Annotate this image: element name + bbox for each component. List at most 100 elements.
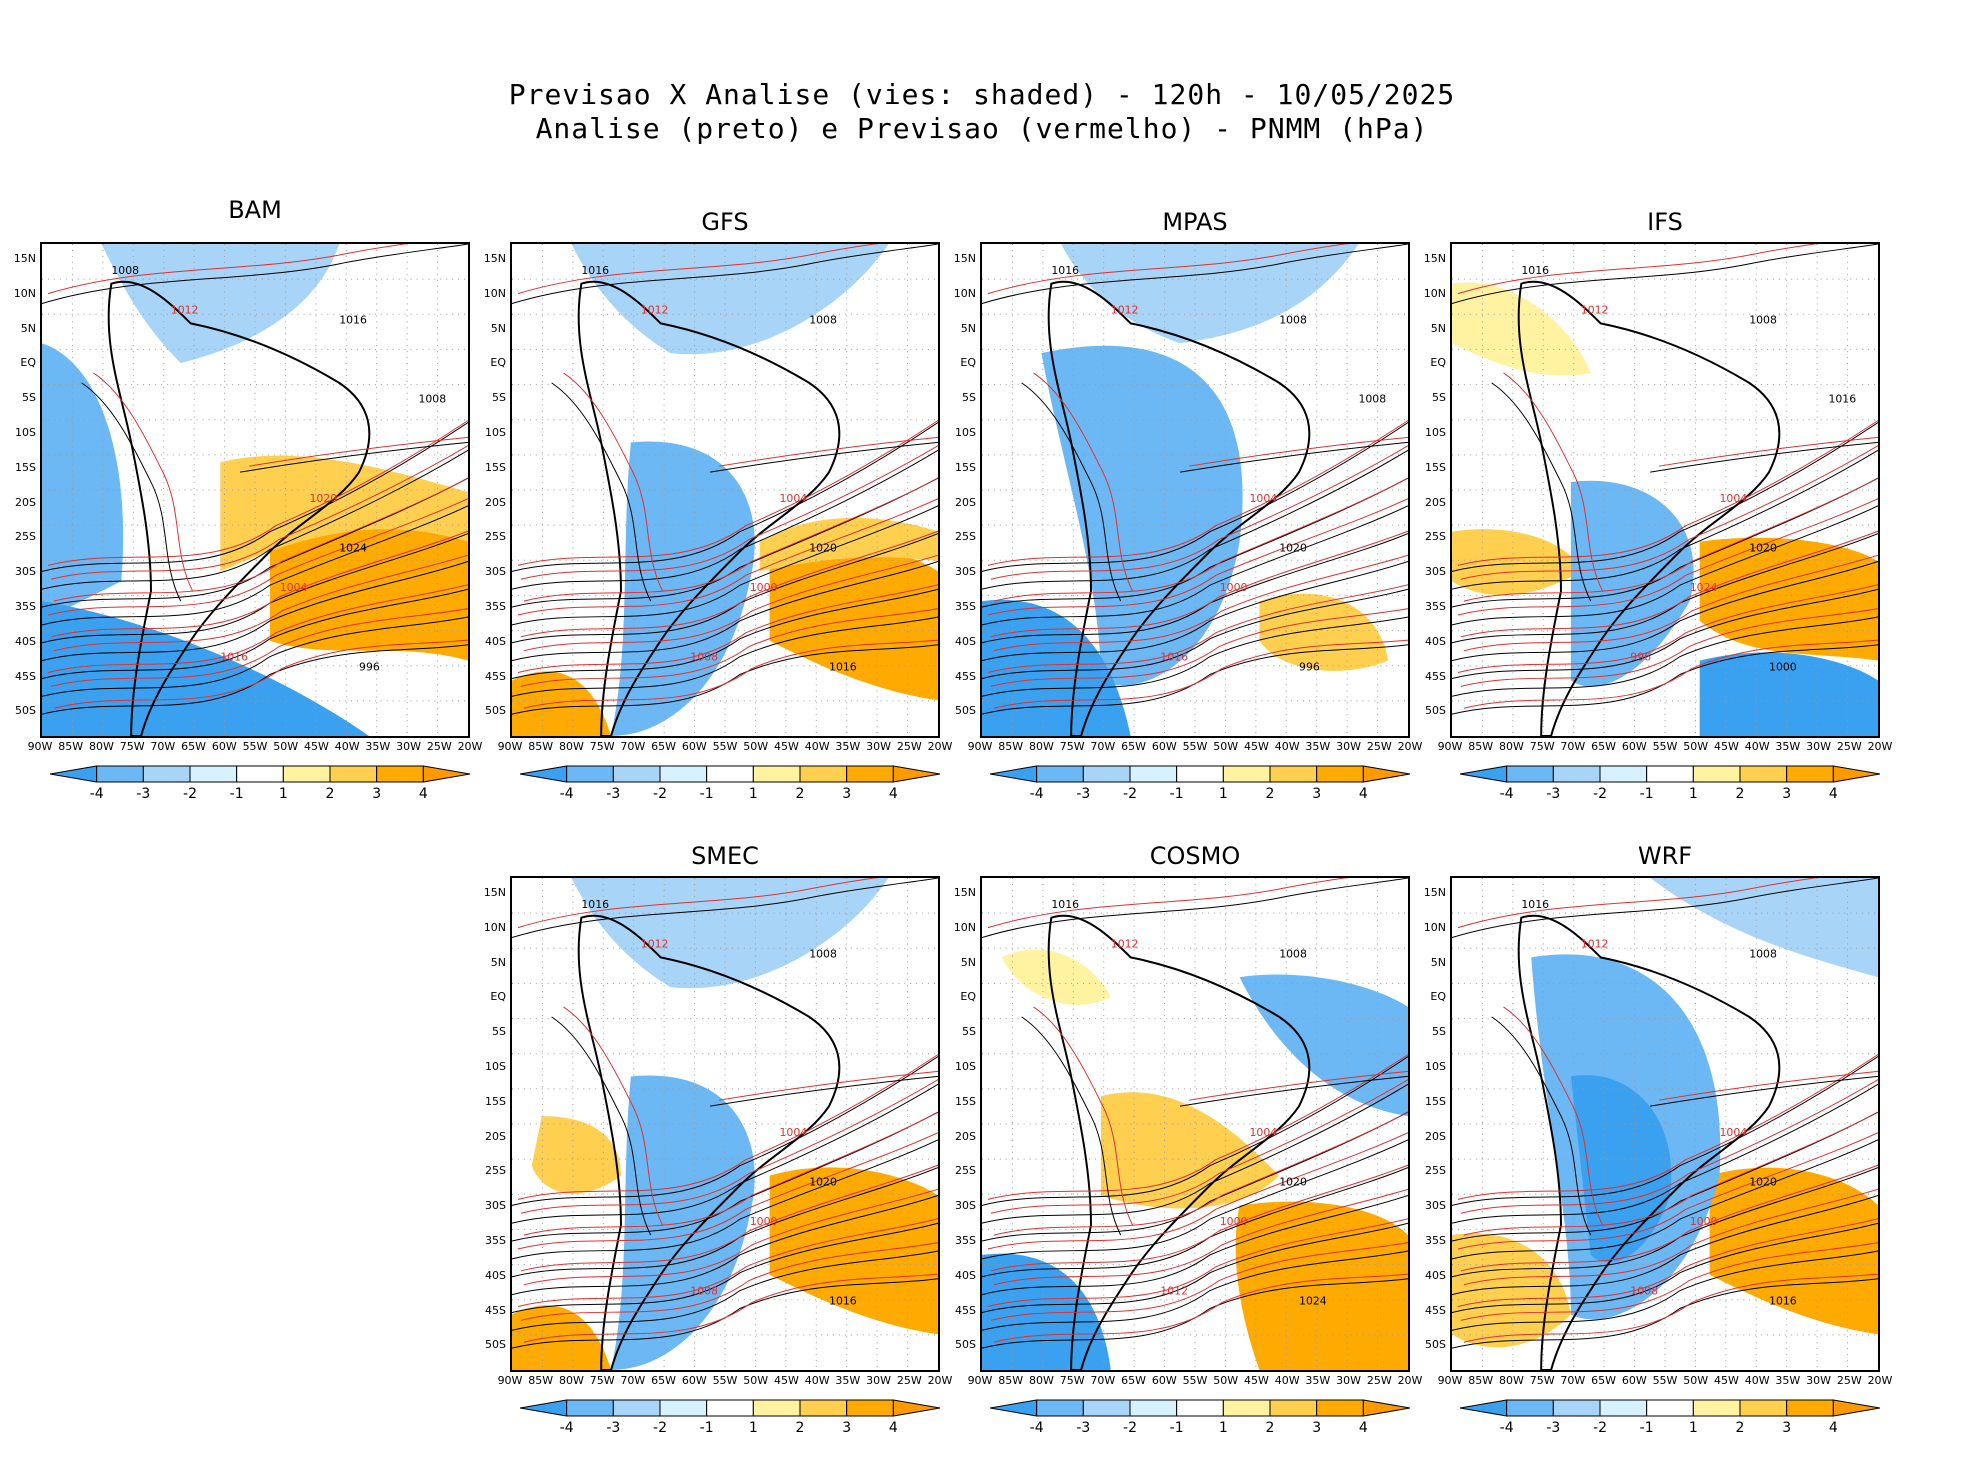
bias-shading-0 <box>1259 593 1389 671</box>
analysis-isobar <box>551 1016 652 1236</box>
colorbar-swatch <box>566 1399 614 1417</box>
lon-tick-label: 90W <box>1437 740 1463 753</box>
colorbar-label: -3 <box>1546 786 1561 802</box>
colorbar-label: -3 <box>606 1420 621 1436</box>
lat-tick-label: 50S <box>955 704 976 718</box>
panel-title-ifs: IFS <box>1647 208 1683 236</box>
analysis-isobar <box>42 244 468 304</box>
coastline <box>1517 280 1781 736</box>
colorbar-label: 2 <box>795 786 805 802</box>
lat-tick-label: 45S <box>485 669 506 683</box>
isobar-label: 1008 <box>418 393 446 406</box>
isobar-label: 1012 <box>641 937 669 950</box>
analysis-isobar <box>982 616 1408 697</box>
colorbar: -4 -3 -2 -1 1 2 3 4 <box>49 764 471 824</box>
forecast-isobar <box>1457 584 1878 673</box>
lat-tick-label: 15N <box>13 252 36 265</box>
lon-tick-label: 50W <box>273 740 299 753</box>
colorbar-swatch <box>612 1399 661 1417</box>
lon-tick-label: 75W <box>589 740 615 753</box>
forecast-isobar <box>1460 445 1878 580</box>
lat-tick-label: 5N <box>20 321 36 335</box>
lon-tick-label: 50W <box>743 740 769 753</box>
isobar-label: 1024 <box>1299 1295 1327 1308</box>
analysis-isobar <box>42 588 468 679</box>
forecast-isobar <box>1033 1006 1134 1226</box>
lon-tick-label: 80W <box>1028 740 1054 753</box>
colorbar-label: -4 <box>1029 1420 1044 1436</box>
lon-tick-label: 90W <box>967 740 993 753</box>
forecast-isobar <box>990 530 1408 638</box>
colorbar-swatch <box>989 1399 1038 1417</box>
isobar-label: 1000 <box>1690 1215 1718 1228</box>
lat-tick-label: 15S <box>485 1094 506 1108</box>
lon-tick-label: 60W <box>681 1374 707 1387</box>
isobar-label: 1024 <box>339 541 367 554</box>
colorbar-swatch <box>376 765 424 783</box>
isobar-label: 1016 <box>1521 898 1549 911</box>
lon-tick-label: 50W <box>1683 1374 1709 1387</box>
lat-tick-label: 35S <box>1425 1234 1446 1247</box>
lat-tick-label: 35S <box>955 1234 976 1247</box>
colorbar-swatch <box>1082 1399 1131 1417</box>
forecast-isobar <box>987 584 1408 673</box>
colorbar-label: 2 <box>1265 786 1275 802</box>
colorbar-swatch <box>566 765 614 783</box>
lon-tick-label: 30W <box>1336 1374 1361 1387</box>
colorbar-label: 4 <box>1828 1420 1838 1436</box>
lat-tick-label: 20S <box>485 1129 506 1143</box>
coastline <box>1517 914 1781 1370</box>
colorbar-label: -1 <box>1639 786 1654 802</box>
colorbar-label: -4 <box>1499 786 1514 802</box>
colorbar-label: 4 <box>1828 786 1838 802</box>
lon-tick-label: 35W <box>1305 1374 1331 1387</box>
colorbar-swatch <box>96 765 144 783</box>
forecast-isobar <box>987 419 1408 566</box>
colorbar-swatch <box>1832 1399 1881 1417</box>
lat-tick-label: 15N <box>483 886 506 899</box>
colorbar-label: -4 <box>559 786 574 802</box>
lat-tick-label: 25S <box>1425 1164 1446 1178</box>
isobar-label: 1020 <box>809 541 837 554</box>
analysis-isobar <box>1452 1194 1878 1296</box>
forecast-isobar <box>993 1188 1408 1286</box>
colorbar-label: 3 <box>1782 1420 1792 1436</box>
forecast-isobar <box>1463 554 1878 652</box>
isobar-label: 1008 <box>1749 313 1777 326</box>
forecast-isobar <box>1463 1111 1878 1236</box>
bias-shading-4 <box>571 878 889 989</box>
lon-tick-label: 70W <box>150 740 176 753</box>
coastline <box>577 914 841 1370</box>
colorbar-label: 2 <box>1265 1420 1275 1436</box>
isobar-label: 1008 <box>809 313 837 326</box>
lon-tick-label: 20W <box>1397 1374 1423 1387</box>
analysis-isobar <box>1650 441 1878 473</box>
forecast-isobar <box>987 878 1348 929</box>
lon-tick-label: 55W <box>712 740 738 753</box>
colorbar-label: 3 <box>1312 786 1322 802</box>
analysis-isobar <box>81 382 182 602</box>
lon-tick-label: 30W <box>866 740 891 753</box>
forecast-isobar <box>1460 1242 1878 1321</box>
colorbar-swatch <box>1176 765 1224 783</box>
bias-shading-1 <box>531 1116 621 1194</box>
colorbar-swatch <box>1552 1399 1601 1417</box>
colorbar-label: 3 <box>842 786 852 802</box>
analysis-isobar <box>982 644 1408 715</box>
colorbar-label: -4 <box>559 1420 574 1436</box>
lat-tick-label: 10S <box>15 426 36 439</box>
lat-tick-label: 5S <box>492 1025 506 1039</box>
lat-tick-label: EQ <box>960 990 976 1004</box>
lat-tick-label: 45S <box>15 669 36 683</box>
isobar-label: 1012 <box>641 303 669 316</box>
isobar-label: 1008 <box>809 947 837 960</box>
colorbar-swatch <box>706 765 754 783</box>
lon-tick-label: 40W <box>334 740 360 753</box>
forecast-isobar <box>520 530 938 638</box>
analysis-isobar <box>1452 422 1878 572</box>
forecast-isobar <box>248 436 468 467</box>
analysis-isobar <box>42 505 468 626</box>
panel-title-bam: BAM <box>228 196 282 224</box>
forecast-isobar <box>517 244 878 295</box>
isobar-label: 1016 <box>220 651 248 664</box>
